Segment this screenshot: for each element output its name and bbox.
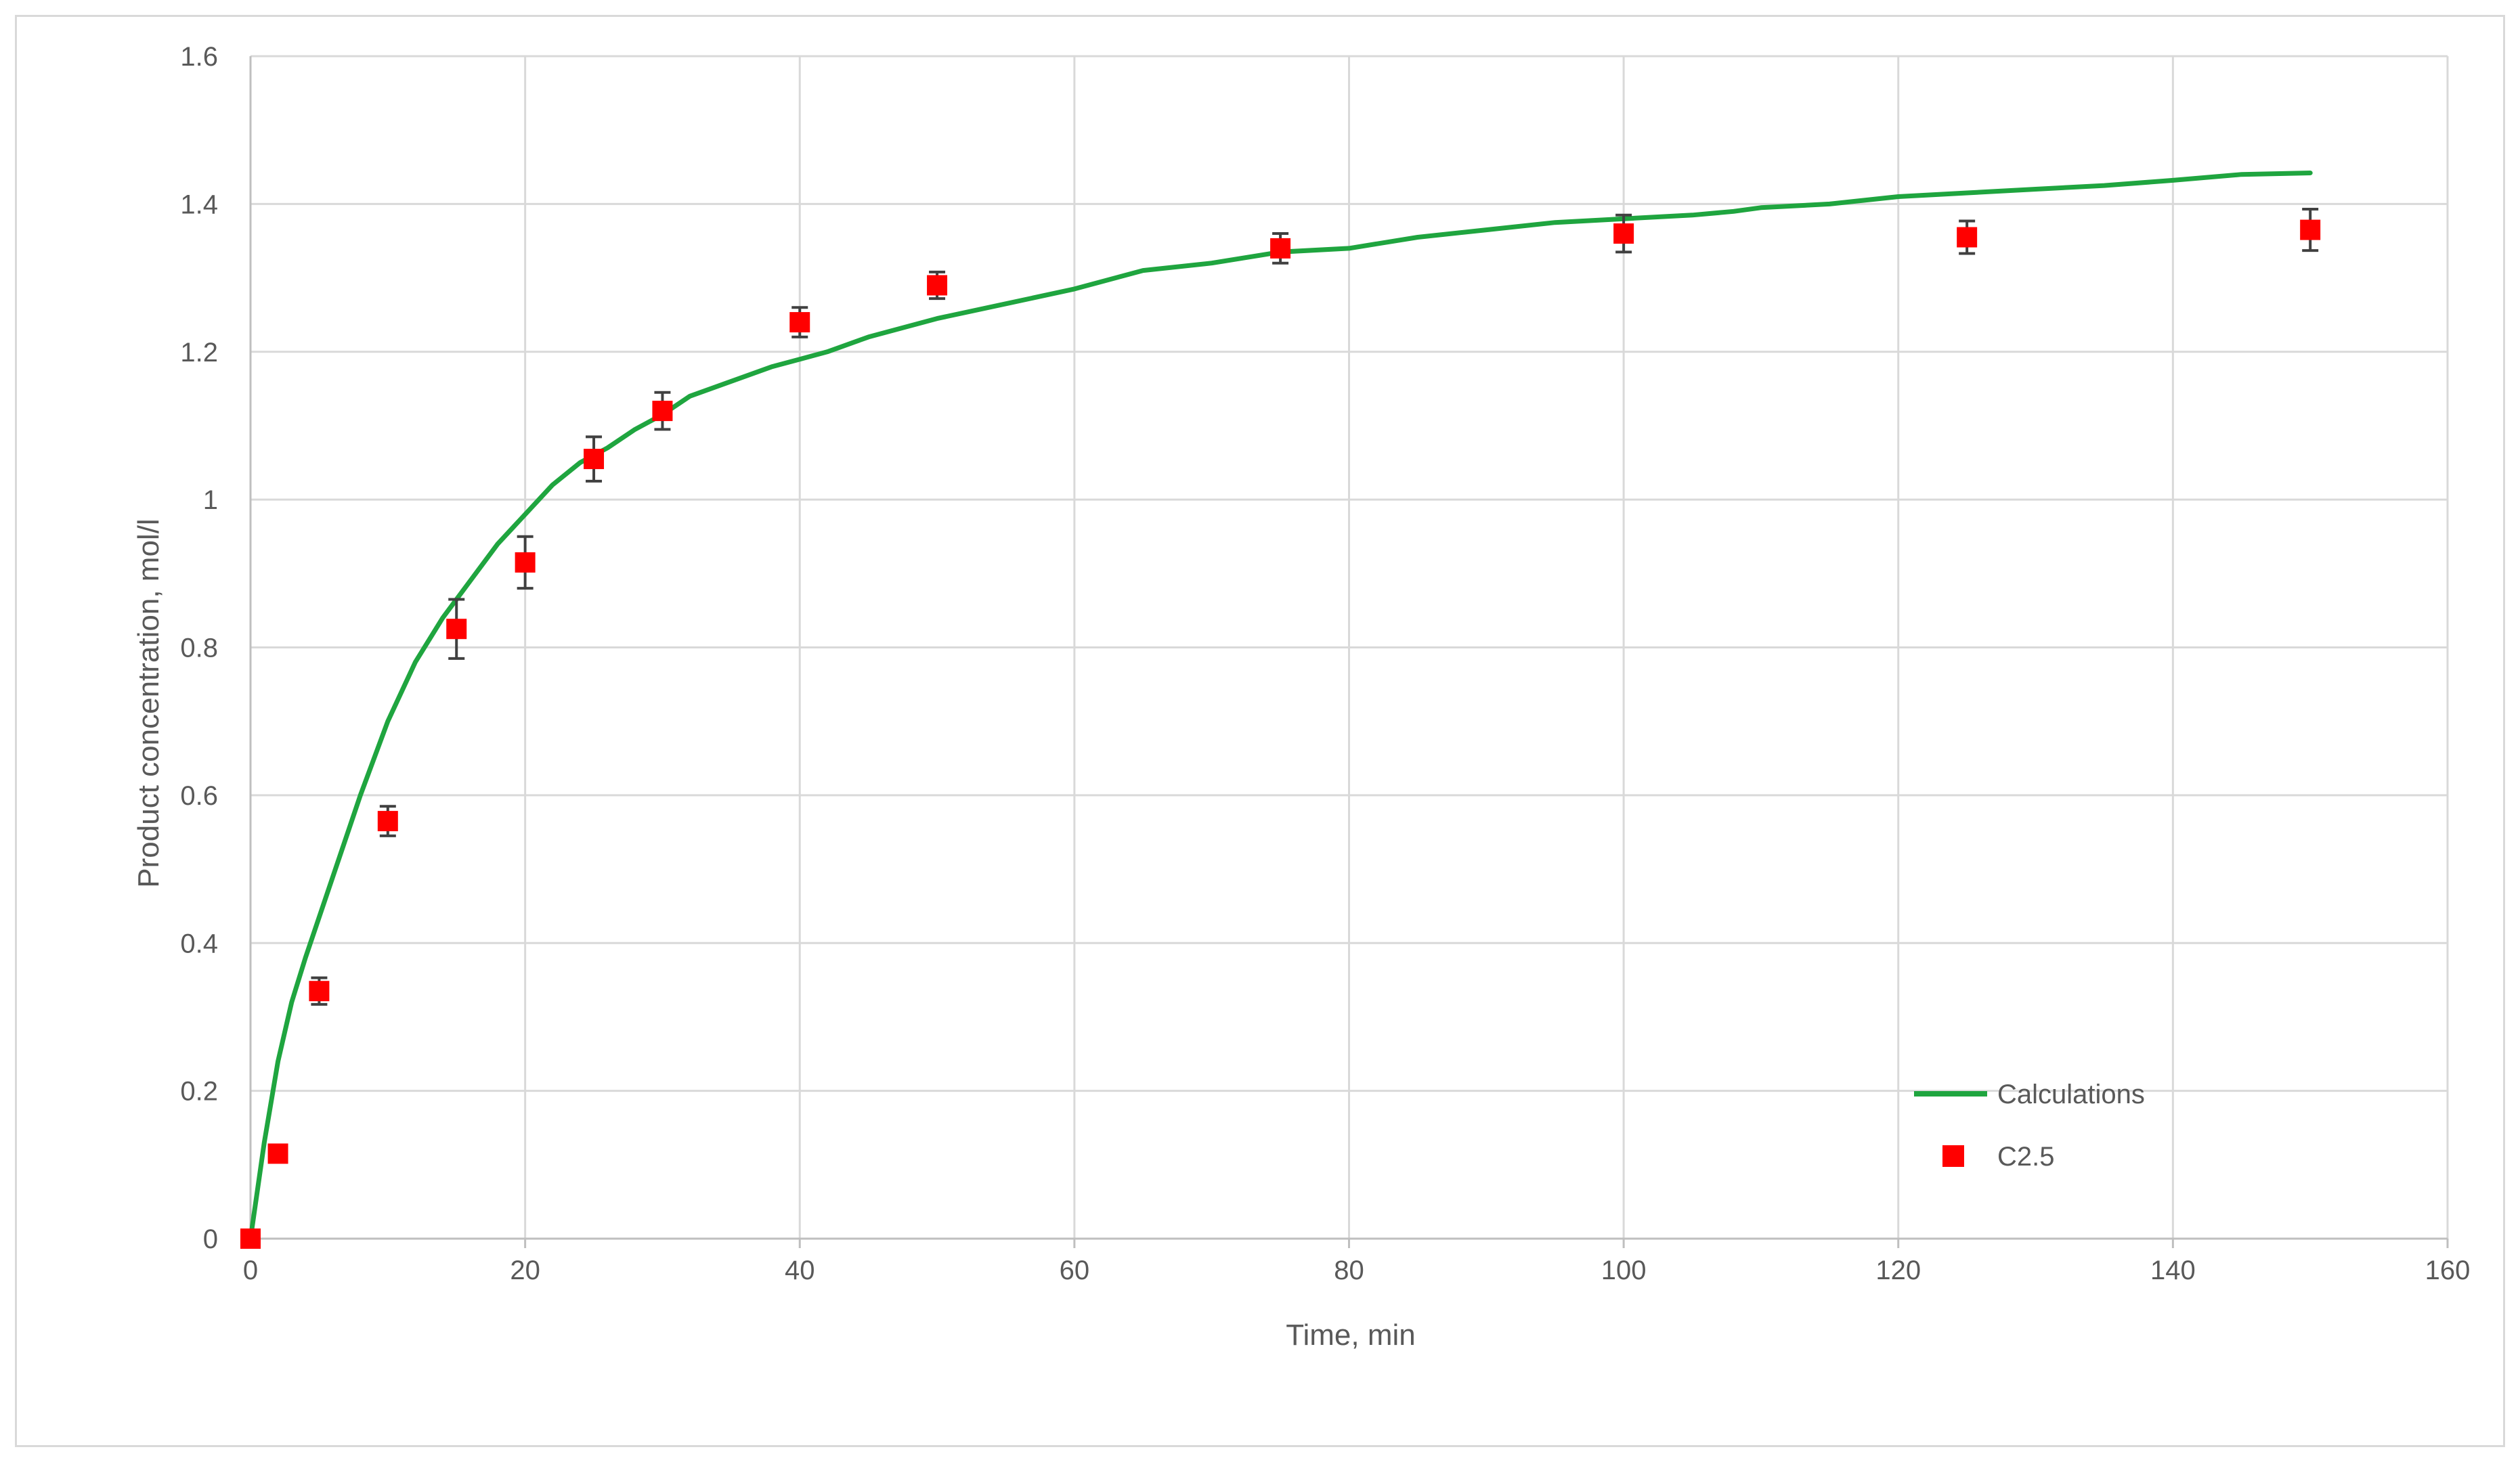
y-tick-label-3: 0.6 (180, 781, 218, 811)
legend-label-calculations: Calculations (1997, 1080, 2145, 1109)
c25-point-12 (1957, 227, 1978, 248)
x-tick-label-6: 120 (1875, 1256, 1921, 1285)
x-tick-label-8: 160 (2425, 1256, 2471, 1285)
c25-point-11 (1613, 223, 1634, 244)
x-tick-label-0: 0 (243, 1256, 258, 1285)
c25-point-0 (240, 1228, 261, 1249)
x-tick-label-1: 20 (510, 1256, 540, 1285)
legend-label-c25: C2.5 (1997, 1142, 2055, 1172)
y-tick-label-2: 0.4 (180, 929, 218, 958)
x-tick-label-4: 80 (1334, 1256, 1364, 1285)
c25-point-4 (446, 619, 467, 640)
c25-point-5 (515, 552, 536, 573)
c25-point-10 (1270, 238, 1291, 259)
calculations-series (248, 171, 2313, 1241)
y-tick-label-7: 1.4 (180, 190, 218, 219)
c25-point-9 (927, 275, 948, 296)
c25-point-7 (652, 401, 673, 422)
c25-point-2 (309, 981, 330, 1002)
x-tick-label-7: 140 (2150, 1256, 2196, 1285)
y-tick-label-6: 1.2 (180, 338, 218, 368)
y-tick-label-5: 1 (203, 485, 218, 515)
y-tick-label-8: 1.6 (180, 42, 218, 72)
y-tick-label-4: 0.8 (180, 634, 218, 663)
tick-labels: 0 20 40 60 80 100 120 140 160 0 0.2 0.4 0.6 0.8 1 1.2 1.… (180, 42, 2470, 1285)
x-tick-label-2: 40 (785, 1256, 815, 1285)
x-axis-title: Time, min (1286, 1319, 1416, 1352)
c25-series (240, 208, 2321, 1249)
x-tick-label-3: 60 (1060, 1256, 1090, 1285)
c25-point-13 (2300, 219, 2321, 240)
x-tick-label-5: 100 (1601, 1256, 1647, 1285)
y-axis-title: Product concentration, mol/l (132, 518, 165, 887)
grid (251, 55, 2449, 1239)
calculations-line (248, 171, 2313, 1241)
c25-point-3 (377, 811, 398, 832)
c25-point-8 (789, 312, 810, 333)
y-tick-label-0: 0 (203, 1224, 218, 1254)
c25-point-1 (267, 1143, 288, 1164)
legend: Calculations C2.5 (1914, 1080, 2145, 1172)
c25-point-6 (584, 449, 605, 470)
y-tick-label-1: 0.2 (180, 1077, 218, 1107)
legend-marker-c25 (1942, 1145, 1964, 1167)
